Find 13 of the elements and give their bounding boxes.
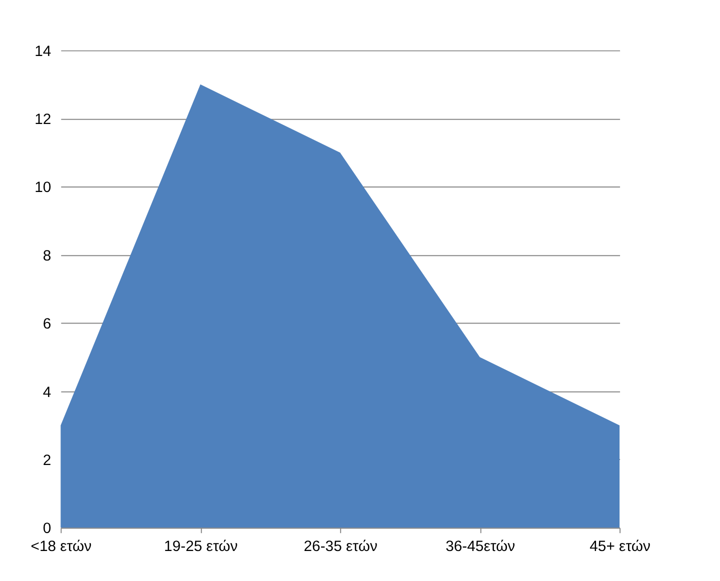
y-tick-label: 10 (34, 180, 52, 196)
y-tick-label: 12 (34, 112, 52, 128)
y-tick-label: 8 (42, 248, 52, 264)
y-tick-label: 4 (42, 384, 52, 401)
y-tick-label: 0 (42, 521, 52, 538)
y-tick-label: 14 (34, 44, 52, 60)
y-tick-label: 2 (42, 452, 52, 469)
x-tick-label: <18 ετών (30, 539, 92, 556)
x-tick-label: 45+ ετών (590, 539, 650, 556)
x-tick-label: 19-25 ετών (164, 539, 238, 556)
x-tick-label: 26-35 ετών (304, 539, 378, 556)
x-tick-label: 36-45ετών (446, 539, 516, 556)
y-tick-label: 6 (42, 316, 52, 333)
